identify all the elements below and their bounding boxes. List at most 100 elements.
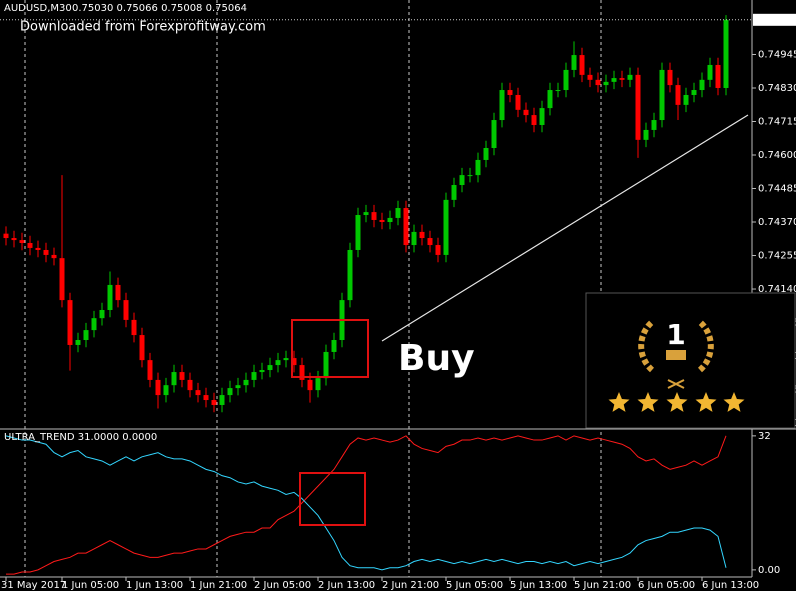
candle-body [243, 379, 249, 386]
candle-body [35, 247, 41, 250]
candle-body [315, 378, 321, 391]
candle-body [451, 185, 457, 200]
y-tick-label: 32 [758, 431, 771, 442]
candle-body [467, 175, 473, 177]
candle-body [59, 258, 65, 301]
x-tick-label: 5 Jun 05:00 [446, 580, 503, 591]
candle-body [571, 55, 577, 70]
candle-body [707, 64, 713, 80]
candle-body [51, 254, 57, 259]
candle-body [443, 199, 449, 255]
candle-body [411, 231, 417, 246]
candle-body [603, 81, 609, 86]
indicator-title: ULTRA_TREND 31.0000 0.0000 [4, 432, 157, 443]
candle-body [659, 69, 665, 121]
candle-body [347, 249, 353, 301]
candle-body [499, 90, 505, 121]
candle-body [627, 74, 633, 80]
candle-body [651, 120, 657, 130]
indicator-line [5, 435, 727, 571]
y-tick-label: 0.74715 [758, 116, 796, 127]
ribbon [667, 379, 685, 389]
x-tick-label: 1 Jun 21:00 [190, 580, 247, 591]
candle-body [259, 370, 265, 373]
candle-body [395, 208, 401, 218]
candle-body [203, 395, 209, 401]
highlight-box [291, 319, 369, 378]
candle-body [11, 238, 17, 241]
candle-body [435, 245, 441, 255]
x-tick-label: 1 Jun 05:00 [62, 580, 119, 591]
ohlc-label: 0.75030 0.75066 0.75008 0.75064 [72, 3, 247, 14]
candle-body [611, 78, 617, 82]
star [608, 392, 630, 412]
candle-body [75, 340, 81, 345]
candle-body [531, 115, 537, 125]
candle-body [115, 284, 121, 301]
y-tick-label: 0.00 [758, 565, 780, 576]
candle-body [635, 74, 641, 140]
indicator-line [6, 435, 727, 575]
candle-body [211, 400, 217, 405]
candle-body [283, 358, 289, 361]
watermark: Downloaded from Forexprofitway.com [20, 20, 266, 35]
trophy-base [666, 350, 686, 360]
candle-body [267, 365, 273, 371]
candle-body [227, 388, 233, 396]
candle-body [619, 78, 625, 80]
x-tick-label: 6 Jun 05:00 [638, 580, 695, 591]
badge-rank: 1 [666, 318, 685, 351]
x-tick-label: 2 Jun 05:00 [254, 580, 311, 591]
current-price-label: 0.75064 [756, 15, 796, 26]
candle-body [587, 74, 593, 80]
candle-body [475, 159, 481, 176]
candle-body [363, 212, 369, 216]
candle-body [107, 284, 113, 311]
candle-body [419, 231, 425, 239]
candle-body [595, 79, 601, 86]
candle-body [275, 360, 281, 366]
candle-body [547, 90, 553, 109]
candle-body [123, 300, 129, 320]
x-tick-label: 6 Jun 13:00 [702, 580, 759, 591]
x-tick-label: 2 Jun 21:00 [382, 580, 439, 591]
rank-badge: 1 [585, 292, 796, 429]
candle-body [291, 358, 297, 366]
star [723, 392, 745, 412]
candle-body [515, 94, 521, 110]
x-tick-label: 5 Jun 13:00 [510, 580, 567, 591]
y-tick-label: 0.74255 [758, 251, 796, 262]
candle-body [3, 233, 9, 239]
y-tick-label: 0.74370 [758, 217, 796, 228]
candle-body [403, 208, 409, 246]
candle-body [307, 379, 313, 391]
candle-body [387, 217, 393, 223]
x-tick-label: 2 Jun 13:00 [318, 580, 375, 591]
candle-body [723, 19, 729, 88]
candle-body [91, 318, 97, 331]
candle-body [299, 365, 305, 380]
candle-body [379, 219, 385, 223]
y-tick-label: 0.74830 [758, 83, 796, 94]
candle-body [563, 69, 569, 91]
candle-body [139, 335, 145, 361]
candle-body [691, 90, 697, 95]
candle-body [539, 108, 545, 125]
candle-body [331, 340, 337, 352]
star [637, 392, 659, 412]
stars [608, 392, 745, 412]
candle-body [187, 379, 193, 391]
candle-body [67, 300, 73, 345]
x-tick-label: 1 Jun 13:00 [126, 580, 183, 591]
candle-body [323, 351, 329, 379]
star [695, 392, 717, 412]
candle-body [667, 69, 673, 86]
candle-body [19, 240, 25, 243]
candle-body [155, 379, 161, 396]
candle-body [355, 215, 361, 250]
candle-body [715, 64, 721, 88]
laurel [638, 319, 714, 373]
candle-body [131, 319, 137, 336]
